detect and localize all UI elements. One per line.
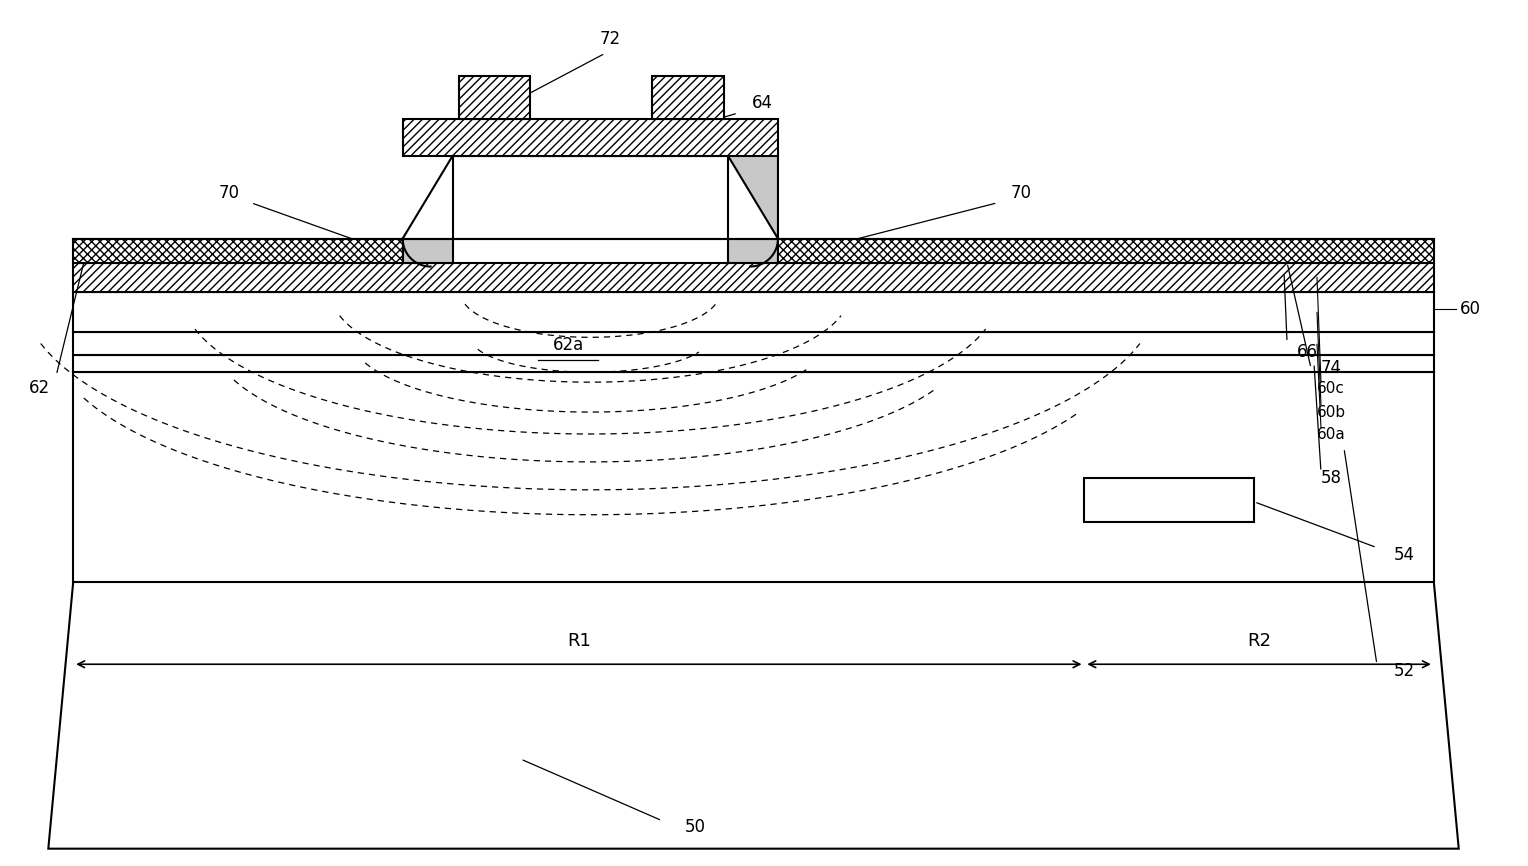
Text: 70: 70 bbox=[219, 184, 240, 202]
Bar bbox=[73, 239, 403, 262]
Text: 74: 74 bbox=[1320, 359, 1342, 378]
Bar bbox=[778, 239, 1433, 262]
Text: 62a: 62a bbox=[553, 336, 584, 354]
Polygon shape bbox=[403, 156, 452, 239]
Text: 70: 70 bbox=[1012, 184, 1031, 202]
Bar bbox=[452, 156, 727, 239]
Bar bbox=[403, 239, 452, 262]
Polygon shape bbox=[727, 156, 778, 239]
Text: 62: 62 bbox=[29, 379, 50, 397]
Bar bbox=[73, 293, 1433, 333]
Text: 72: 72 bbox=[599, 30, 620, 48]
Polygon shape bbox=[73, 372, 1433, 582]
Text: 60: 60 bbox=[1461, 300, 1481, 318]
Text: R1: R1 bbox=[567, 632, 591, 650]
Bar bbox=[458, 76, 530, 119]
Bar bbox=[73, 333, 1433, 355]
Text: R2: R2 bbox=[1247, 632, 1271, 650]
Bar bbox=[73, 355, 1433, 372]
Text: 54: 54 bbox=[1394, 546, 1415, 564]
Text: 52: 52 bbox=[1394, 662, 1415, 680]
Polygon shape bbox=[49, 582, 1459, 849]
Bar bbox=[727, 239, 778, 262]
Text: 66: 66 bbox=[792, 249, 813, 268]
Text: 50: 50 bbox=[685, 818, 706, 836]
Text: 58: 58 bbox=[1320, 469, 1342, 487]
Bar bbox=[73, 262, 1433, 293]
Text: 60b: 60b bbox=[1317, 404, 1346, 419]
Text: 60c: 60c bbox=[1317, 381, 1345, 396]
Text: 66: 66 bbox=[1297, 343, 1317, 361]
Text: 64: 64 bbox=[752, 94, 773, 112]
Bar bbox=[403, 119, 778, 156]
Bar bbox=[652, 76, 724, 119]
Text: 60a: 60a bbox=[1317, 428, 1345, 443]
Bar bbox=[1085, 478, 1254, 521]
